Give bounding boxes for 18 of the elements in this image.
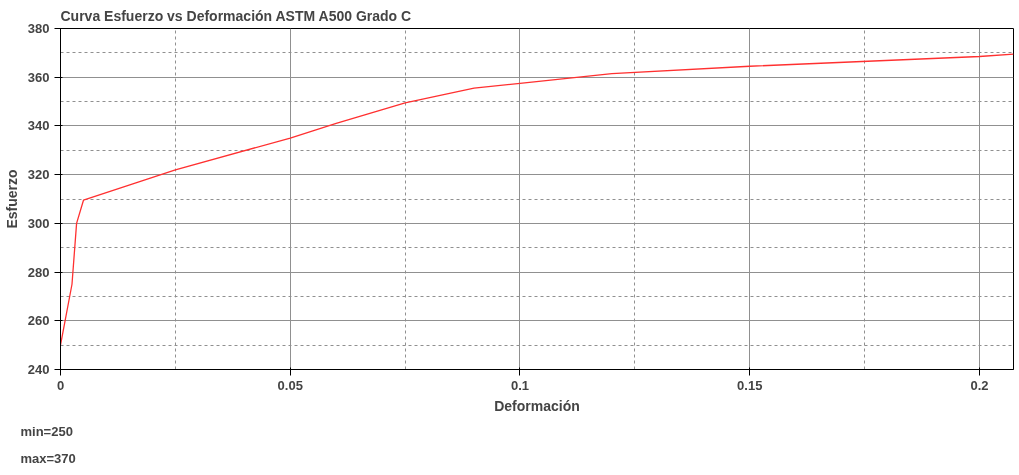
chart-title: Curva Esfuerzo vs Deformación ASTM A500 Grado C — [60, 7, 412, 24]
x-tick-label: 0 — [56, 377, 65, 393]
x-axis-title: Deformación — [494, 397, 580, 414]
y-tick-label: 240 — [27, 362, 50, 377]
y-tick-label: 320 — [27, 167, 50, 183]
x-tick-label: 0.15 — [737, 377, 763, 393]
text: max=370 — [20, 450, 76, 466]
y-tick-label: 340 — [27, 118, 50, 134]
y-tick-label: 260 — [27, 313, 50, 329]
x-tick-label: 0.1 — [510, 377, 530, 393]
text: min=250 — [20, 423, 73, 439]
y-tick-label: 300 — [27, 215, 50, 231]
y-tick-label: 380 — [27, 21, 50, 36]
x-tick-label: 0.2 — [970, 377, 989, 393]
y-tick-label: 280 — [27, 264, 50, 280]
y-axis-title: Esfuerzo — [3, 169, 20, 229]
x-tick-label: 0.05 — [277, 377, 303, 393]
y-tick-label: 360 — [27, 69, 50, 85]
